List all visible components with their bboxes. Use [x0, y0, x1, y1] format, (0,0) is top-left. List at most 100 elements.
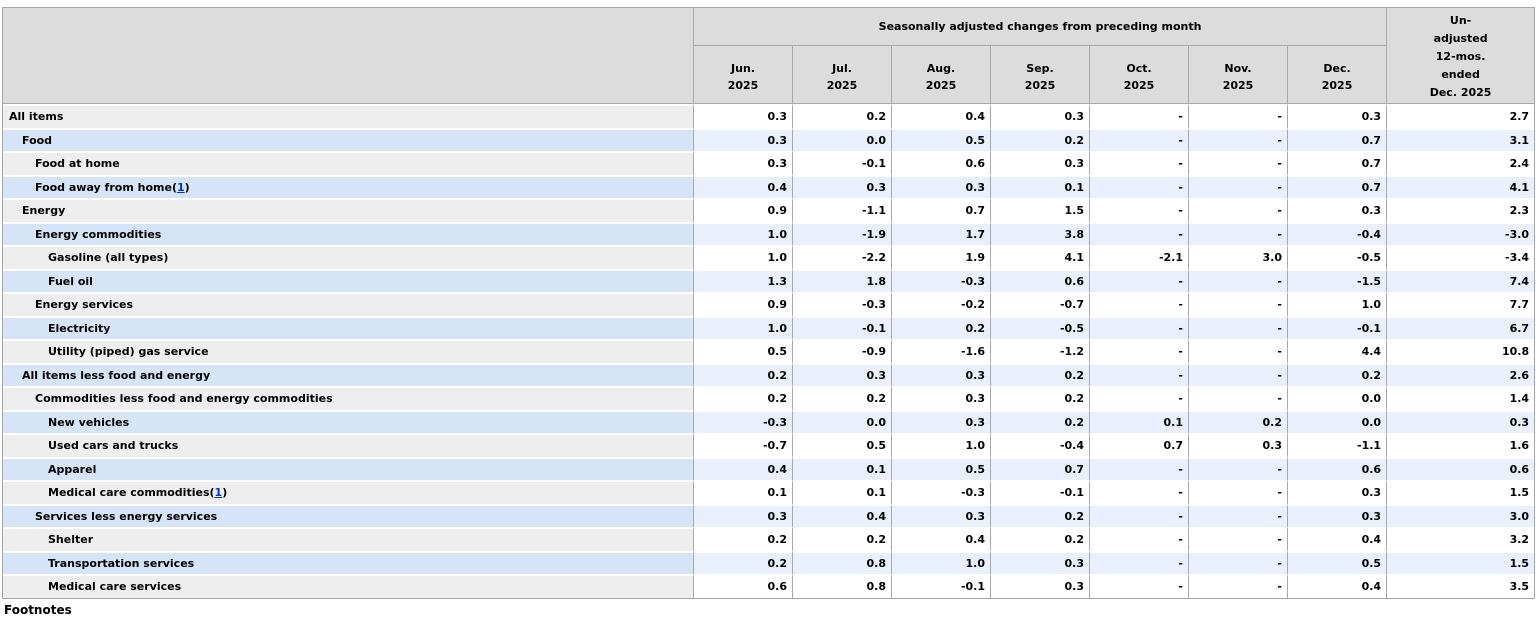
- table-row: Transportation services 0.2 0.8 1.0 0.3- -0.5…: [3, 550, 1535, 574]
- data-cell: 0.4: [694, 456, 793, 480]
- row-label: Shelter: [3, 527, 694, 551]
- cpi-table: Seasonally adjusted changes from precedi…: [2, 7, 1536, 599]
- data-cell: 0.6: [991, 268, 1090, 292]
- data-cell: 0.3: [1288, 480, 1388, 504]
- table-body: All items 0.3 0.2 0.4 0.3- -0.3 2.7 Food 0.3 0.0 0…: [3, 104, 1535, 598]
- month-header-oct: Oct. 2025: [1090, 45, 1189, 104]
- data-cell: 1.7: [892, 221, 991, 245]
- data-cell: 0.8: [793, 550, 892, 574]
- data-cell: 0.3: [694, 503, 793, 527]
- data-cell: -: [1090, 174, 1189, 198]
- row-label: Food away from home(1): [3, 174, 694, 198]
- month-header-jul: Jul. 2025: [793, 45, 892, 104]
- data-cell: 0.2: [694, 386, 793, 410]
- data-cell: -: [1090, 127, 1189, 151]
- data-cell: 0.6: [1387, 456, 1535, 480]
- table-row: Gasoline (all types) 1.0 -2.2 1.9 4.1 -2.1 3.0…: [3, 245, 1535, 269]
- table-row: Shelter 0.2 0.2 0.4 0.2- -0.4 3.2: [3, 527, 1535, 551]
- data-cell: 0.2: [991, 503, 1090, 527]
- month-header-row: Jun. 2025 Jul. 2025 Aug. 2025 Sep. 2025 Oct.…: [3, 45, 1534, 104]
- data-cell: 0.0: [1288, 386, 1388, 410]
- data-cell: -: [1090, 480, 1189, 504]
- data-cell: 0.3: [991, 151, 1090, 175]
- data-cell: -: [1090, 574, 1189, 598]
- data-cell: -0.5: [991, 315, 1090, 339]
- data-cell: -: [1090, 198, 1189, 222]
- data-cell: 1.8: [793, 268, 892, 292]
- data-cell: -: [1189, 339, 1288, 363]
- data-cell: 4.4: [1288, 339, 1388, 363]
- data-cell: -: [1090, 503, 1189, 527]
- data-cell: -: [1189, 386, 1288, 410]
- data-cell: 10.8: [1387, 339, 1535, 363]
- data-cell: 3.5: [1387, 574, 1535, 598]
- data-cell: 0.5: [694, 339, 793, 363]
- data-cell: 1.4: [1387, 386, 1535, 410]
- data-cell: 0.3: [892, 409, 991, 433]
- data-cell: -1.2: [991, 339, 1090, 363]
- row-label: All items: [3, 104, 694, 128]
- data-cell: 3.0: [1189, 245, 1288, 269]
- row-label: Energy commodities: [3, 221, 694, 245]
- data-cell: 0.9: [694, 198, 793, 222]
- data-cell: -: [1090, 268, 1189, 292]
- data-cell: 0.6: [694, 574, 793, 598]
- data-cell: -: [1090, 362, 1189, 386]
- data-cell: -0.3: [892, 268, 991, 292]
- month-header-aug: Aug. 2025: [892, 45, 991, 104]
- data-cell: 0.2: [1288, 362, 1388, 386]
- footnote-link[interactable]: 1: [176, 180, 185, 194]
- data-cell: -0.7: [694, 433, 793, 457]
- data-cell: 3.0: [1387, 503, 1535, 527]
- table-row: Food 0.3 0.0 0.5 0.2- -0.7 3.1: [3, 127, 1535, 151]
- data-cell: 0.4: [1288, 527, 1388, 551]
- data-cell: 1.0: [892, 550, 991, 574]
- data-cell: 3.2: [1387, 527, 1535, 551]
- data-cell: -: [1189, 527, 1288, 551]
- data-cell: 0.5: [793, 433, 892, 457]
- footnote-link[interactable]: 1: [214, 486, 223, 500]
- row-label: Medical care commodities(1): [3, 480, 694, 504]
- data-cell: 3.8: [991, 221, 1090, 245]
- data-cell: 0.7: [892, 198, 991, 222]
- data-cell: 3.1: [1387, 127, 1535, 151]
- data-cell: -0.1: [991, 480, 1090, 504]
- row-label: All items less food and energy: [3, 362, 694, 386]
- data-cell: -: [1090, 339, 1189, 363]
- data-cell: -0.4: [1288, 221, 1388, 245]
- data-cell: 0.3: [991, 574, 1090, 598]
- data-cell: -0.3: [694, 409, 793, 433]
- data-cell: -1.6: [892, 339, 991, 363]
- data-cell: 0.2: [793, 386, 892, 410]
- row-label: Energy services: [3, 292, 694, 316]
- data-cell: -: [1189, 174, 1288, 198]
- data-cell: 0.2: [991, 386, 1090, 410]
- data-cell: 0.0: [793, 127, 892, 151]
- table-row: Food at home 0.3 -0.1 0.6 0.3- -0.7 2.4: [3, 151, 1535, 175]
- data-cell: 0.2: [793, 527, 892, 551]
- data-cell: 0.3: [1288, 198, 1388, 222]
- data-cell: 0.3: [892, 503, 991, 527]
- data-cell: 0.6: [1288, 456, 1388, 480]
- data-cell: 0.3: [892, 174, 991, 198]
- row-label: Electricity: [3, 315, 694, 339]
- data-cell: 1.0: [1288, 292, 1388, 316]
- data-cell: 0.7: [1288, 127, 1388, 151]
- data-cell: 0.7: [1288, 151, 1388, 175]
- data-cell: 2.6: [1387, 362, 1535, 386]
- table-row: All items less food and energy 0.2 0.3 0.3 0…: [3, 362, 1535, 386]
- data-cell: 0.2: [694, 550, 793, 574]
- data-cell: -0.1: [793, 151, 892, 175]
- data-cell: -: [1189, 127, 1288, 151]
- data-cell: 0.5: [1288, 550, 1388, 574]
- table-row: Used cars and trucks -0.7 0.5 1.0 -0.4 0.7 0.3…: [3, 433, 1535, 457]
- data-cell: -0.3: [793, 292, 892, 316]
- data-cell: 0.3: [694, 151, 793, 175]
- data-cell: 2.4: [1387, 151, 1535, 175]
- data-cell: 0.3: [1189, 433, 1288, 457]
- data-cell: -2.2: [793, 245, 892, 269]
- data-cell: -: [1090, 104, 1189, 128]
- data-cell: -: [1189, 480, 1288, 504]
- data-cell: 0.1: [793, 480, 892, 504]
- table-row: Electricity 1.0 -0.1 0.2 -0.5- - -0.1 6.7: [3, 315, 1535, 339]
